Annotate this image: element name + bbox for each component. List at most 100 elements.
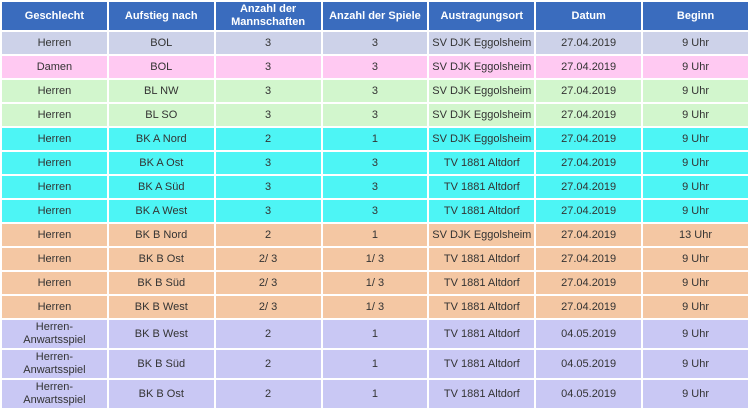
table-cell: 9 Uhr [643, 296, 748, 318]
schedule-table-body: Herren BOL 3 3 SV DJK Eggolsheim 27.04.2019 9 … [2, 32, 748, 408]
table-row: Herren BOL 3 3 SV DJK Eggolsheim 27.04.2019 9 … [2, 32, 748, 54]
table-cell: Herren [2, 272, 107, 294]
table-cell: 9 Uhr [643, 320, 748, 348]
table-cell: 04.05.2019 [536, 320, 642, 348]
table-cell: 3 [322, 80, 428, 102]
table-cell: 3 [215, 56, 321, 78]
table-cell: 9 Uhr [643, 104, 748, 126]
column-header: Austragungsort [429, 2, 535, 30]
table-cell: 2 [215, 320, 321, 348]
table-cell: 9 Uhr [643, 152, 748, 174]
table-cell: BK A Süd [108, 176, 214, 198]
table-cell: 3 [215, 152, 321, 174]
table-row: Damen BOL 3 3 SV DJK Eggolsheim 27.04.2019 9 U… [2, 56, 748, 78]
table-cell: 3 [322, 104, 428, 126]
table-cell: 2 [215, 128, 321, 150]
table-cell: 3 [322, 56, 428, 78]
table-cell: BK A West [108, 200, 214, 222]
table-cell: Herren [2, 152, 107, 174]
table-cell: 1/ 3 [322, 272, 428, 294]
table-cell: 3 [215, 104, 321, 126]
table-cell: Herren [2, 128, 107, 150]
table-cell: TV 1881 Altdorf [429, 248, 535, 270]
table-cell: SV DJK Eggolsheim [429, 104, 535, 126]
table-cell: 9 Uhr [643, 248, 748, 270]
table-cell: 04.05.2019 [536, 380, 642, 408]
table-cell: BOL [108, 32, 214, 54]
table-cell: 1/ 3 [322, 248, 428, 270]
table-cell: 9 Uhr [643, 272, 748, 294]
table-cell: 27.04.2019 [536, 176, 642, 198]
table-cell: 3 [322, 176, 428, 198]
table-cell: 3 [215, 200, 321, 222]
table-cell: BL NW [108, 80, 214, 102]
table-cell: BL SO [108, 104, 214, 126]
table-cell: 3 [215, 80, 321, 102]
column-header: Beginn [643, 2, 748, 30]
table-cell: Herren [2, 80, 107, 102]
table-row: Herren BK A Süd 3 3 TV 1881 Altdorf 27.04.201… [2, 176, 748, 198]
table-cell: TV 1881 Altdorf [429, 320, 535, 348]
table-row: Herren- Anwartsspiel BK B West 2 1 TV 1881 A… [2, 320, 748, 348]
table-cell: BK B Süd [108, 272, 214, 294]
table-cell: BK A Nord [108, 128, 214, 150]
table-cell: Herren- Anwartsspiel [2, 320, 107, 348]
table-cell: TV 1881 Altdorf [429, 272, 535, 294]
table-cell: 9 Uhr [643, 56, 748, 78]
table-cell: SV DJK Eggolsheim [429, 128, 535, 150]
table-cell: Herren [2, 176, 107, 198]
table-cell: 27.04.2019 [536, 296, 642, 318]
table-cell: TV 1881 Altdorf [429, 176, 535, 198]
table-cell: BK B West [108, 320, 214, 348]
table-row: Herren- Anwartsspiel BK B Süd 2 1 TV 1881 Al… [2, 350, 748, 378]
table-cell: BK B Süd [108, 350, 214, 378]
table-cell: 1 [322, 320, 428, 348]
table-row: Herren- Anwartsspiel BK B Ost 2 1 TV 1881 Al… [2, 380, 748, 408]
table-cell: BK A Ost [108, 152, 214, 174]
table-cell: 27.04.2019 [536, 248, 642, 270]
table-row: Herren BK B Süd 2/ 3 1/ 3 TV 1881 Altdorf 27.… [2, 272, 748, 294]
table-cell: SV DJK Eggolsheim [429, 224, 535, 246]
column-header: Anzahl der Spiele [322, 2, 428, 30]
table-cell: 2/ 3 [215, 296, 321, 318]
table-cell: Herren [2, 248, 107, 270]
table-cell: Damen [2, 56, 107, 78]
header-row: Geschlecht Aufstieg nach Anzahl der Mannsc… [2, 2, 748, 30]
schedule-table-head: Geschlecht Aufstieg nach Anzahl der Mannsc… [2, 2, 748, 30]
table-row: Herren BK A Nord 2 1 SV DJK Eggolsheim 27.04.… [2, 128, 748, 150]
table-cell: Herren- Anwartsspiel [2, 380, 107, 408]
column-header: Anzahl der Mannschaften [215, 2, 321, 30]
table-cell: 13 Uhr [643, 224, 748, 246]
table-row: Herren BK A West 3 3 TV 1881 Altdorf 27.04.20… [2, 200, 748, 222]
table-cell: TV 1881 Altdorf [429, 200, 535, 222]
table-cell: 9 Uhr [643, 32, 748, 54]
table-cell: 3 [322, 32, 428, 54]
table-cell: Herren [2, 32, 107, 54]
table-cell: BOL [108, 56, 214, 78]
table-cell: TV 1881 Altdorf [429, 350, 535, 378]
table-cell: 04.05.2019 [536, 350, 642, 378]
table-cell: 27.04.2019 [536, 272, 642, 294]
table-cell: 1 [322, 128, 428, 150]
table-cell: Herren [2, 104, 107, 126]
table-row: Herren BK B Nord 2 1 SV DJK Eggolsheim 27.04.… [2, 224, 748, 246]
table-cell: 9 Uhr [643, 350, 748, 378]
table-cell: 2/ 3 [215, 272, 321, 294]
table-cell: 27.04.2019 [536, 80, 642, 102]
column-header: Aufstieg nach [108, 2, 214, 30]
table-cell: BK B West [108, 296, 214, 318]
table-cell: 3 [322, 152, 428, 174]
table-cell: 27.04.2019 [536, 200, 642, 222]
table-cell: 9 Uhr [643, 128, 748, 150]
table-cell: 2 [215, 350, 321, 378]
table-cell: 27.04.2019 [536, 152, 642, 174]
table-cell: Herren- Anwartsspiel [2, 350, 107, 378]
table-cell: 9 Uhr [643, 80, 748, 102]
table-cell: 27.04.2019 [536, 128, 642, 150]
table-row: Herren BK B West 2/ 3 1/ 3 TV 1881 Altdorf 27… [2, 296, 748, 318]
table-cell: 3 [322, 200, 428, 222]
table-cell: 1 [322, 380, 428, 408]
table-cell: TV 1881 Altdorf [429, 152, 535, 174]
table-cell: 2 [215, 224, 321, 246]
table-cell: 1 [322, 224, 428, 246]
